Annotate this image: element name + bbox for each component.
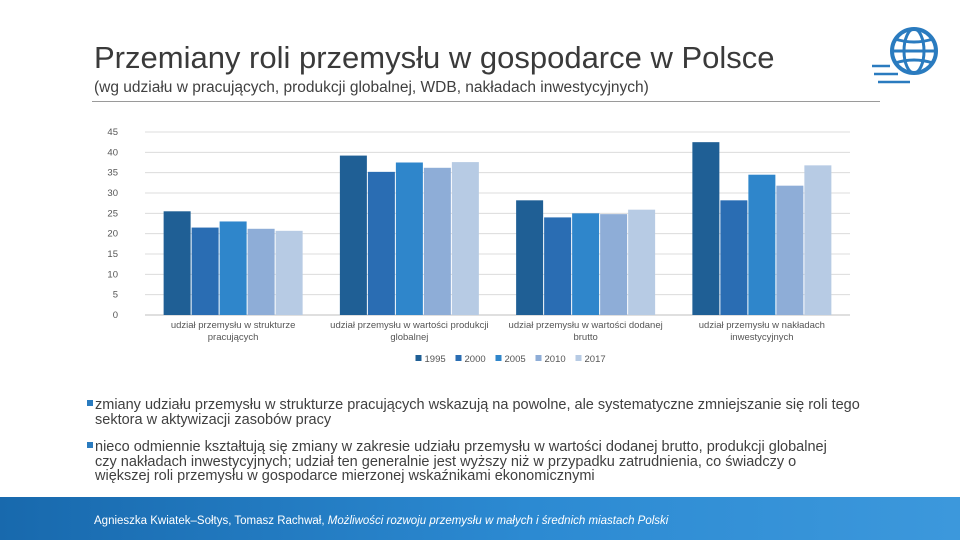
legend-label: 2005 xyxy=(505,354,526,365)
y-tick-label: 20 xyxy=(107,229,118,240)
bar-1995 xyxy=(339,155,367,315)
legend-swatch xyxy=(415,355,422,361)
legend-label: 2010 xyxy=(545,354,566,365)
y-tick-label: 35 xyxy=(107,168,118,179)
bullet-square-icon xyxy=(87,400,93,406)
legend-swatch xyxy=(575,355,582,361)
bar-2017 xyxy=(628,209,656,315)
industry-share-bar-chart: 0 5 10 15 20 25 30 35 40 45 udział przemysłu w str… xyxy=(107,127,850,365)
footer-citation: Agnieszka Kwiatek–Sołtys, Tomasz Rachwał… xyxy=(94,515,668,527)
x-category-label: brutto xyxy=(573,332,597,343)
slide-title: Przemiany roli przemysłu w gospodarce w … xyxy=(94,40,775,75)
legend-label: 2000 xyxy=(465,354,486,365)
bar-2010 xyxy=(600,214,628,315)
y-tick-label: 45 xyxy=(107,127,118,138)
x-category-label: udział przemysłu w wartości dodanej xyxy=(509,320,663,331)
bar-2005 xyxy=(572,213,600,315)
slide-subtitle: (wg udziału w pracujących, produkcji glo… xyxy=(94,79,649,96)
y-tick-label: 0 xyxy=(113,310,118,321)
legend-label: 2017 xyxy=(585,354,606,365)
footer-authors: Agnieszka Kwiatek–Sołtys, Tomasz Rachwał… xyxy=(94,515,328,527)
x-category-label: udział przemysłu w wartości produkcji xyxy=(330,320,488,331)
y-tick-label: 25 xyxy=(107,208,118,219)
y-tick-label: 5 xyxy=(113,290,118,301)
y-tick-label: 30 xyxy=(107,188,118,199)
bullet-employment: zmiany udziału przemysłu w strukturze pr… xyxy=(87,398,887,427)
bar-2000 xyxy=(544,217,572,315)
bar-2017 xyxy=(451,162,479,315)
title-divider xyxy=(92,101,880,102)
footer-work-title: Możliwości rozwoju przemysłu w małych i … xyxy=(327,515,669,527)
x-category-label: inwestycyjnych xyxy=(730,332,793,343)
bar-1995 xyxy=(163,211,191,315)
bullet-square-icon xyxy=(87,442,93,448)
bar-2010 xyxy=(776,185,804,315)
bar-2000 xyxy=(367,171,395,315)
bar-2000 xyxy=(191,227,219,315)
y-tick-label: 40 xyxy=(107,147,118,158)
x-category-label: globalnej xyxy=(390,332,428,343)
legend-swatch xyxy=(495,355,502,361)
bar-2005 xyxy=(748,174,776,315)
y-tick-label: 10 xyxy=(107,269,118,280)
legend-swatch xyxy=(455,355,462,361)
bar-2010 xyxy=(423,167,451,315)
bar-2005 xyxy=(395,162,423,315)
bar-2010 xyxy=(247,228,275,315)
legend-swatch xyxy=(535,355,542,361)
bar-1995 xyxy=(516,200,544,315)
globe-icon xyxy=(872,27,938,84)
legend-label: 1995 xyxy=(425,354,446,365)
bar-2017 xyxy=(804,165,832,315)
bullet-text: nieco odmiennie kształtują się zmiany w … xyxy=(95,439,827,484)
x-category-label: pracujących xyxy=(208,332,259,343)
bar-2005 xyxy=(219,221,247,315)
bar-2017 xyxy=(275,230,303,315)
bullet-text: zmiany udziału przemysłu w strukturze pr… xyxy=(95,397,860,428)
bar-2000 xyxy=(720,200,748,315)
x-category-label: udział przemysłu w strukturze xyxy=(171,320,296,331)
bar-1995 xyxy=(692,142,720,315)
bullet-economic-indicators: nieco odmiennie kształtują się zmiany w … xyxy=(87,440,847,484)
y-tick-label: 15 xyxy=(107,249,118,260)
footer-bar xyxy=(0,497,960,540)
x-category-label: udział przemysłu w nakładach xyxy=(699,320,825,331)
